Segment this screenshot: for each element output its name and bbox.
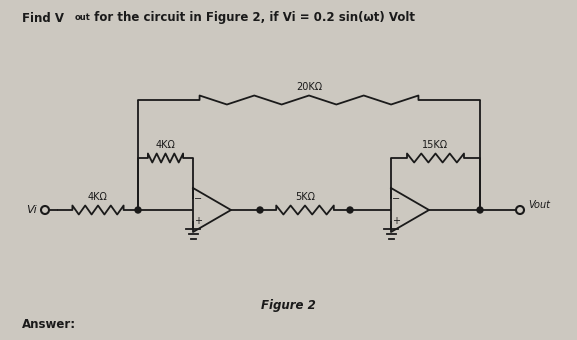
Circle shape <box>135 207 141 213</box>
Text: Find V: Find V <box>22 12 64 24</box>
Text: −: − <box>194 194 202 204</box>
Text: Answer:: Answer: <box>22 319 76 332</box>
Circle shape <box>257 207 263 213</box>
Text: out: out <box>75 14 91 22</box>
Text: 15KΩ: 15KΩ <box>422 140 448 150</box>
Text: Vout: Vout <box>528 200 550 210</box>
Circle shape <box>347 207 353 213</box>
Circle shape <box>477 207 483 213</box>
Text: Figure 2: Figure 2 <box>261 299 316 311</box>
Text: 4KΩ: 4KΩ <box>156 140 175 150</box>
Text: +: + <box>392 216 400 226</box>
Text: 4KΩ: 4KΩ <box>88 192 108 202</box>
Text: for the circuit in Figure 2, if Vi = 0.2 sin(ωt) Volt: for the circuit in Figure 2, if Vi = 0.2… <box>90 12 415 24</box>
Text: −: − <box>392 194 400 204</box>
Text: +: + <box>194 216 202 226</box>
Text: 5KΩ: 5KΩ <box>295 192 315 202</box>
Text: Vi: Vi <box>26 205 37 215</box>
Text: 20KΩ: 20KΩ <box>296 82 322 92</box>
